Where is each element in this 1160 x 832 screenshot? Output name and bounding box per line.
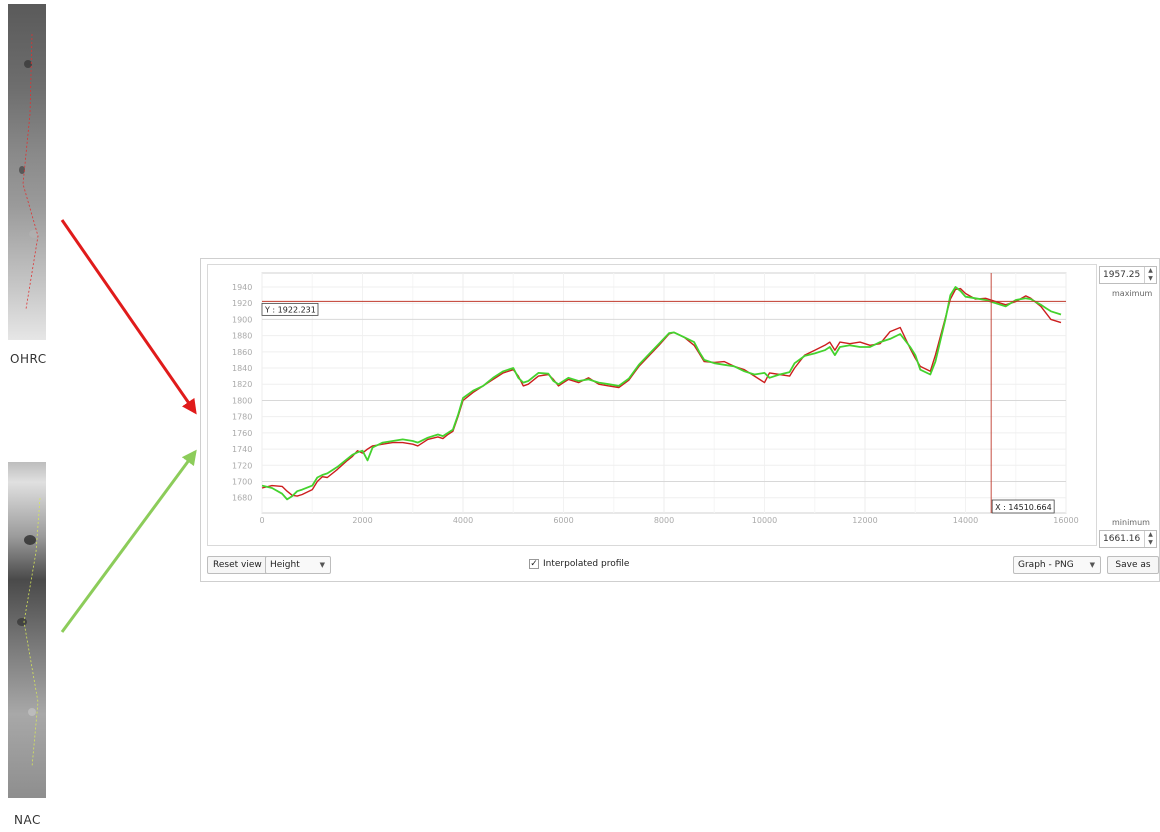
y-tick-label: 1920 [232, 299, 252, 308]
minimum-stepper[interactable]: ▲ ▼ [1144, 531, 1156, 547]
nac-image [8, 462, 46, 798]
y-tick-label: 1880 [232, 332, 252, 341]
y-tick-label: 1900 [232, 315, 252, 324]
x-tick-label: 0 [259, 516, 264, 525]
y-tick-label: 1720 [232, 461, 252, 470]
chart-ticks: 0 2000 4000 6000 8000 10000 12000 14000 16000 168… [232, 283, 1079, 525]
interpolated-label: Interpolated profile [543, 559, 630, 569]
nac-label: NAC [14, 813, 41, 827]
chevron-down-icon: ▼ [1089, 561, 1095, 569]
crosshair-x-readout: X : 14510.664 [995, 503, 1052, 512]
save-as-button[interactable]: Save as [1107, 556, 1159, 574]
export-format-select[interactable]: Graph - PNG ▼ [1013, 556, 1101, 574]
x-tick-label: 6000 [553, 516, 573, 525]
crosshair-y-readout-box [261, 302, 319, 316]
crosshair: Y : 1922.231 X : 14510.664 [261, 273, 1066, 514]
y-tick-label: 1680 [232, 494, 252, 503]
nac-profile-line [261, 286, 1062, 501]
ohrc-profile-track [19, 33, 39, 310]
y-tick-label: 1800 [232, 396, 252, 405]
y-tick-label: 1740 [232, 445, 252, 454]
y-tick-label: 1840 [232, 364, 252, 373]
y-tick-label: 1860 [232, 348, 252, 357]
x-tick-label: 14000 [953, 516, 978, 525]
x-tick-label: 16000 [1053, 516, 1078, 525]
y-tick-label: 1780 [232, 413, 252, 422]
ohrc-label: OHRC [10, 352, 47, 366]
nac-arrow [60, 449, 197, 633]
ohrc-profile-line [261, 287, 1062, 497]
maximum-stepper[interactable]: ▲ ▼ [1144, 267, 1156, 283]
export-format-value: Graph - PNG [1018, 560, 1074, 570]
mode-select-value: Height [270, 560, 300, 570]
ohrc-image [8, 4, 46, 340]
y-tick-label: 1760 [232, 429, 252, 438]
maximum-spinbox[interactable]: 1957.25 ▲ ▼ [1099, 266, 1157, 284]
chevron-down-icon: ▼ [319, 561, 325, 569]
x-tick-label: 8000 [654, 516, 674, 525]
ohrc-arrow [60, 219, 197, 415]
profile-chart[interactable]: 0 2000 4000 6000 8000 10000 12000 14000 16000 168… [207, 264, 1097, 546]
chart-series [261, 286, 1062, 501]
minimum-spinbox[interactable]: 1661.16 ▲ ▼ [1099, 530, 1157, 548]
x-tick-label: 4000 [453, 516, 473, 525]
maximum-label: maximum [1112, 289, 1153, 298]
nac-profile-track [17, 497, 41, 768]
chart-grid [261, 272, 1067, 514]
y-tick-label: 1940 [232, 283, 252, 292]
interpolated-profile-toggle[interactable]: ✓ Interpolated profile [529, 558, 629, 570]
minimum-label: minimum [1112, 518, 1150, 527]
reset-view-button[interactable]: Reset view [207, 556, 268, 574]
maximum-value: 1957.25 [1103, 270, 1141, 280]
interpolated-checkbox[interactable]: ✓ [529, 558, 539, 569]
crosshair-x-readout-box [991, 499, 1055, 514]
x-tick-label: 12000 [852, 516, 877, 525]
minimum-value: 1661.16 [1103, 534, 1141, 544]
y-tick-label: 1700 [232, 478, 252, 487]
elevation-profile-panel: 0 2000 4000 6000 8000 10000 12000 14000 16000 168… [200, 258, 1160, 582]
y-tick-label: 1820 [232, 380, 252, 389]
x-tick-label: 10000 [752, 516, 777, 525]
mode-select[interactable]: Height ▼ [265, 556, 331, 574]
crosshair-y-readout: Y : 1922.231 [264, 305, 316, 314]
profile-chart-svg[interactable]: 0 2000 4000 6000 8000 10000 12000 14000 16000 168… [208, 265, 1096, 545]
x-tick-label: 2000 [352, 516, 372, 525]
